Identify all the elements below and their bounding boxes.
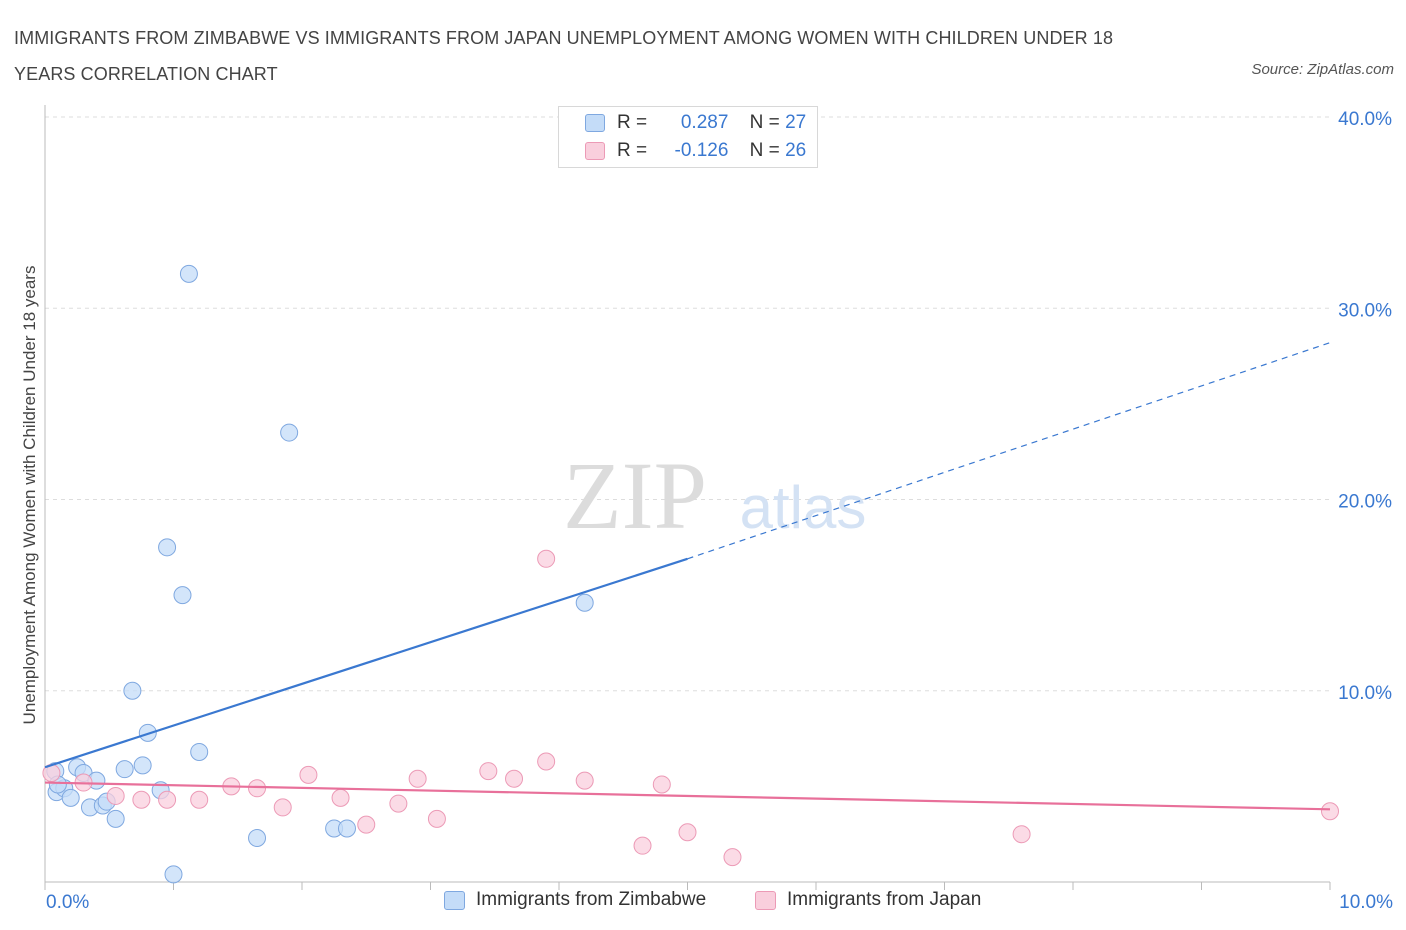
correlation-legend: R = 0.287 N = 27 R = -0.126 N = 26 [558, 106, 818, 168]
japan-point [678, 823, 697, 842]
r-label: R = [617, 140, 648, 161]
japan-point [427, 809, 446, 828]
y-tick-label: 40.0% [1338, 109, 1392, 130]
japan-point [248, 779, 267, 798]
japan-point [158, 790, 177, 809]
japan-point [723, 848, 742, 867]
zimbabwe-point [61, 788, 80, 807]
zimbabwe-point [179, 264, 198, 283]
zimbabwe-point [123, 681, 142, 700]
zimbabwe-point [190, 742, 209, 761]
zimbabwe-point [173, 586, 192, 605]
japan-point [1321, 802, 1339, 821]
japan-point [389, 794, 408, 813]
zimbabwe-trendline [44, 557, 688, 769]
zimbabwe-point [337, 819, 356, 838]
x-tick-label: 0.0% [46, 892, 89, 913]
legend-swatch-pink [585, 142, 605, 160]
japan-point [299, 765, 318, 784]
japan-point [190, 790, 209, 809]
zimbabwe-point [158, 538, 177, 557]
japan-point [408, 769, 427, 788]
y-tick-label: 20.0% [1338, 492, 1392, 513]
n-label: N = [749, 112, 780, 133]
n-value: 27 [785, 112, 807, 133]
japan-point [106, 786, 125, 805]
japan-point [537, 752, 556, 771]
legend-text-japan: R = -0.126 N = 26 [617, 140, 806, 162]
legend-swatch-pink [755, 891, 776, 910]
zimbabwe-trendline-extension [687, 342, 1331, 560]
chart-title: IMMIGRANTS FROM ZIMBABWE VS IMMIGRANTS F… [14, 28, 1114, 84]
legend-label-zimbabwe: Immigrants from Zimbabwe [476, 889, 707, 910]
japan-point [652, 775, 671, 794]
x-tick-label: 10.0% [1339, 892, 1393, 913]
japan-point [505, 769, 524, 788]
legend-swatch-blue [585, 114, 605, 132]
r-value: -0.126 [674, 140, 729, 161]
zimbabwe-point [164, 865, 183, 884]
japan-point [1012, 825, 1031, 844]
japan-point [537, 549, 556, 568]
zimbabwe-point [575, 593, 594, 612]
japan-point [331, 788, 350, 807]
zimbabwe-point [133, 756, 152, 775]
y-tick-label: 30.0% [1338, 300, 1392, 321]
japan-point [357, 815, 376, 834]
japan-point [273, 798, 292, 817]
r-value: 0.287 [680, 112, 729, 133]
legend-swatch-blue [444, 891, 465, 910]
zimbabwe-point [106, 809, 125, 828]
watermark-atlas: atlas [740, 474, 867, 541]
japan-point [633, 836, 652, 855]
n-label: N = [749, 140, 780, 161]
grid-lines [45, 116, 1330, 692]
legend-text-zimbabwe: R = 0.287 N = 27 [617, 112, 806, 134]
japan-point [575, 771, 594, 790]
legend-label-japan: Immigrants from Japan [787, 889, 982, 910]
r-label: R = [617, 112, 648, 133]
y-tick-label: 10.0% [1338, 683, 1392, 704]
japan-trendline [44, 781, 1331, 811]
zimbabwe-point [115, 760, 134, 779]
japan-point [132, 790, 151, 809]
source-label: Source: ZipAtlas.com [1251, 61, 1394, 78]
zimbabwe-point [280, 423, 299, 442]
zimbabwe-point [248, 829, 267, 848]
watermark-zip: ZIP [563, 442, 707, 549]
n-value: 26 [785, 140, 807, 161]
japan-point [479, 762, 498, 781]
